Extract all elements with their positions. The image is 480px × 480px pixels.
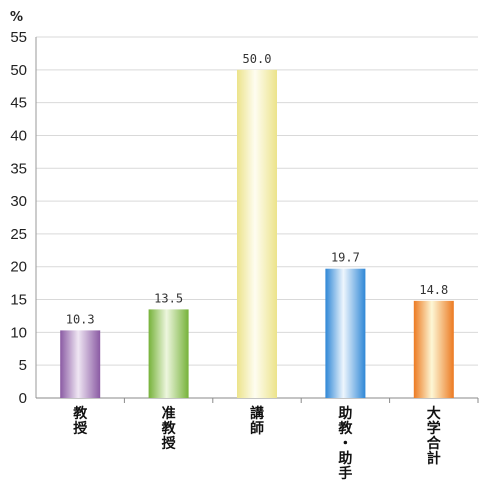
y-tick-label: 10 [10, 324, 27, 341]
bar [325, 268, 366, 398]
data-label: 13.5 [154, 291, 183, 305]
bar [60, 330, 101, 398]
y-tick-label: 15 [10, 292, 27, 309]
data-label: 19.7 [331, 251, 360, 265]
x-category-label: 教授 [73, 405, 88, 437]
bar [413, 300, 454, 398]
y-tick-label: 35 [10, 160, 27, 177]
y-tick-label: 45 [10, 95, 27, 112]
y-tick-label: 0 [19, 390, 27, 407]
y-tick-label: 40 [10, 127, 27, 144]
y-tick-label: 5 [19, 357, 27, 374]
x-category-label: 准教授 [162, 405, 177, 452]
bars [60, 69, 454, 399]
x-category-label: 講師 [250, 405, 264, 437]
bar [237, 69, 277, 399]
data-label: 50.0 [243, 52, 272, 66]
x-category-label: 大学合計 [427, 405, 442, 467]
data-label: 14.8 [419, 283, 448, 297]
labels: 0 5 10 15 20 25 30 35 40 45 50 55 10.3 教授 13.5 准教授 50.0 講… [10, 29, 448, 480]
y-tick-label: 55 [10, 29, 27, 46]
y-tick-label: 50 [10, 62, 27, 79]
y-tick-label: 25 [10, 226, 27, 243]
y-tick-label: 20 [10, 259, 27, 276]
y-tick-label: 30 [10, 193, 27, 210]
x-category-label: 助教・助手 [338, 405, 353, 480]
data-label: 10.3 [66, 312, 95, 326]
bar [148, 309, 189, 398]
y-unit-label: % [10, 10, 23, 25]
